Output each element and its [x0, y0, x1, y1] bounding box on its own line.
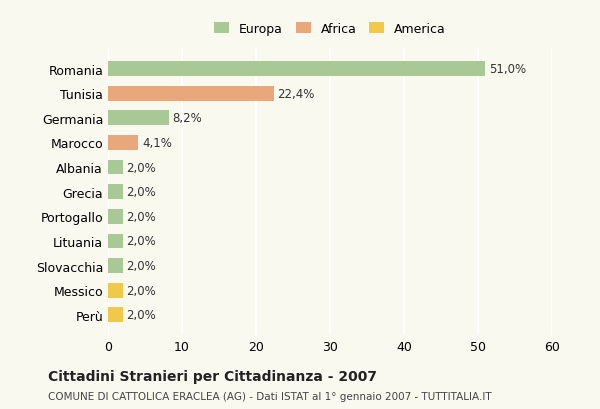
Bar	[108, 136, 139, 151]
Text: 2,0%: 2,0%	[127, 186, 156, 199]
Text: 4,1%: 4,1%	[142, 137, 172, 150]
Text: 8,2%: 8,2%	[172, 112, 202, 125]
Bar	[108, 234, 123, 249]
Text: 2,0%: 2,0%	[127, 259, 156, 272]
Text: 2,0%: 2,0%	[127, 161, 156, 174]
Bar	[108, 62, 485, 77]
Text: 2,0%: 2,0%	[127, 235, 156, 248]
Bar	[108, 258, 123, 273]
Text: Cittadini Stranieri per Cittadinanza - 2007: Cittadini Stranieri per Cittadinanza - 2…	[48, 369, 377, 383]
Bar	[108, 308, 123, 322]
Text: 51,0%: 51,0%	[489, 63, 526, 76]
Text: 2,0%: 2,0%	[127, 284, 156, 297]
Bar	[108, 87, 274, 101]
Text: 22,4%: 22,4%	[277, 88, 315, 101]
Bar	[108, 160, 123, 175]
Text: 2,0%: 2,0%	[127, 308, 156, 321]
Bar	[108, 185, 123, 200]
Bar	[108, 283, 123, 298]
Text: 2,0%: 2,0%	[127, 210, 156, 223]
Text: COMUNE DI CATTOLICA ERACLEA (AG) - Dati ISTAT al 1° gennaio 2007 - TUTTITALIA.IT: COMUNE DI CATTOLICA ERACLEA (AG) - Dati …	[48, 391, 491, 401]
Legend: Europa, Africa, America: Europa, Africa, America	[209, 18, 451, 41]
Bar	[108, 209, 123, 224]
Bar	[108, 111, 169, 126]
